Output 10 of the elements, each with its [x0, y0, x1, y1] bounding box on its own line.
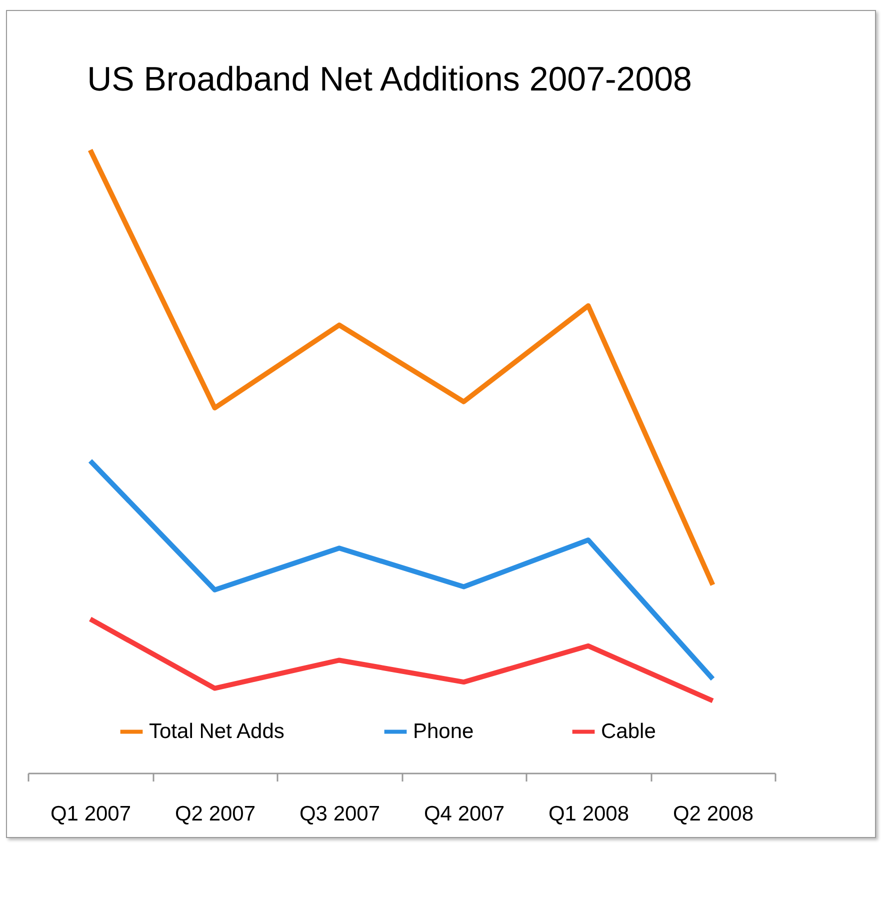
legend-label: Phone	[413, 720, 474, 743]
chart-title: US Broadband Net Additions 2007-2008	[87, 60, 692, 98]
x-tick-label: Q2 2008	[672, 802, 754, 826]
x-tick-label: Q1 2008	[548, 802, 630, 826]
x-tick-label: Q3 2007	[299, 802, 380, 826]
x-tick-label: Q2 2007	[174, 802, 256, 826]
x-tick-label: Q1 2007	[50, 802, 132, 826]
legend-label: Cable	[601, 720, 656, 743]
x-tick-label: Q4 2007	[424, 802, 505, 826]
legend-label: Total Net Adds	[149, 720, 284, 743]
